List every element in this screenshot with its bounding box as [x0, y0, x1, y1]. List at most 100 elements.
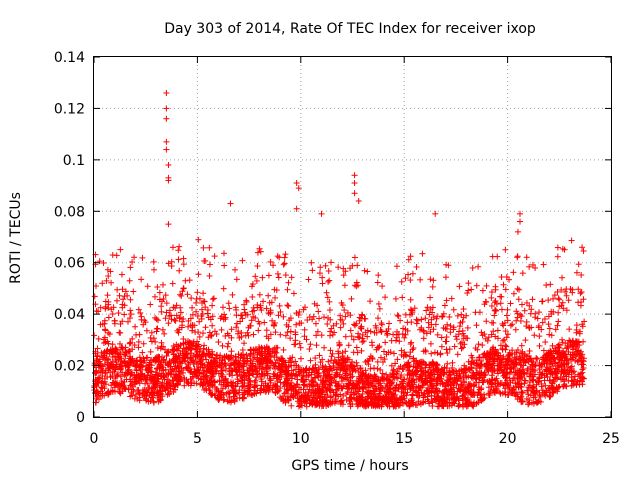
data-point [376, 305, 383, 312]
data-point [255, 327, 262, 334]
data-point [526, 263, 533, 270]
data-point [200, 290, 207, 297]
data-point [408, 339, 415, 346]
x-tick-label: 25 [602, 431, 620, 447]
data-point [105, 273, 112, 280]
data-point [270, 262, 277, 269]
data-point [577, 290, 584, 297]
data-point [388, 362, 395, 369]
data-point [345, 342, 352, 349]
x-tick-label: 15 [395, 431, 413, 447]
data-point [165, 320, 172, 327]
x-tick-label: 0 [90, 431, 99, 447]
data-point [499, 337, 506, 344]
y-axis-label: ROTI / TECUs [8, 192, 24, 284]
data-point [228, 326, 235, 333]
data-point [200, 330, 207, 337]
data-point [500, 281, 507, 288]
data-point [179, 288, 186, 295]
data-point [578, 272, 585, 279]
data-point [232, 266, 239, 273]
data-point [503, 312, 510, 319]
data-point [202, 304, 209, 311]
x-tick-label: 20 [499, 431, 517, 447]
data-point [151, 293, 158, 300]
data-point [545, 321, 552, 328]
data-point [419, 250, 426, 257]
data-point [476, 309, 483, 316]
data-point [169, 280, 176, 287]
data-point [448, 295, 455, 302]
data-point [507, 300, 514, 307]
chart-title: Day 303 of 2014, Rate Of TEC Index for r… [164, 21, 536, 37]
data-point [173, 302, 180, 309]
data-point [394, 312, 401, 319]
data-point [430, 326, 437, 333]
data-point [450, 306, 457, 313]
data-point [425, 388, 432, 395]
data-point [147, 301, 154, 308]
data-point [577, 302, 584, 309]
data-point [284, 302, 291, 309]
data-point [143, 327, 150, 334]
data-point [319, 280, 326, 287]
data-point [313, 342, 320, 349]
data-point [556, 296, 563, 303]
x-tick-label: 10 [292, 431, 310, 447]
y-tick-label: 0.1 [63, 153, 85, 169]
data-point [253, 277, 260, 284]
y-tick-label: 0.08 [54, 204, 85, 220]
data-point [400, 325, 407, 332]
data-point [153, 316, 160, 323]
data-point [490, 328, 497, 335]
data-points [91, 90, 588, 410]
data-point [109, 341, 116, 348]
y-tick-label: 0.02 [54, 359, 85, 375]
data-point [523, 318, 530, 325]
data-point [351, 254, 358, 261]
data-point [289, 354, 296, 361]
data-point [441, 302, 448, 309]
data-point [108, 279, 115, 286]
data-point [514, 285, 521, 292]
data-point [580, 364, 587, 371]
data-point [177, 304, 184, 311]
data-point [409, 270, 416, 277]
data-point [456, 283, 463, 290]
data-point [139, 254, 146, 261]
data-point [398, 278, 405, 285]
data-point [275, 274, 282, 281]
data-point [464, 324, 471, 331]
data-point [129, 335, 136, 342]
data-point [547, 281, 554, 288]
data-point [144, 283, 151, 290]
y-tick-label: 0 [76, 410, 85, 426]
y-tick-label: 0.06 [54, 256, 85, 272]
y-tick-label: 0.04 [54, 307, 85, 323]
data-point [316, 352, 323, 359]
data-point [281, 254, 288, 261]
data-point [540, 261, 547, 268]
data-point [475, 263, 482, 270]
data-point [522, 337, 529, 344]
data-point [163, 352, 170, 359]
data-point [233, 276, 240, 283]
data-point [317, 264, 324, 271]
data-point [267, 258, 274, 265]
x-tick-label: 5 [193, 431, 202, 447]
data-point [265, 272, 272, 279]
data-point [543, 282, 550, 289]
data-point [559, 336, 566, 343]
data-point [162, 315, 169, 322]
x-axis-label: GPS time / hours [291, 458, 408, 474]
data-point [287, 335, 294, 342]
y-tick-label: 0.12 [54, 101, 85, 117]
data-point [132, 323, 139, 330]
data-point [249, 293, 256, 300]
data-point [519, 301, 526, 308]
data-point [545, 297, 552, 304]
data-point [282, 251, 289, 258]
data-point [127, 339, 134, 346]
